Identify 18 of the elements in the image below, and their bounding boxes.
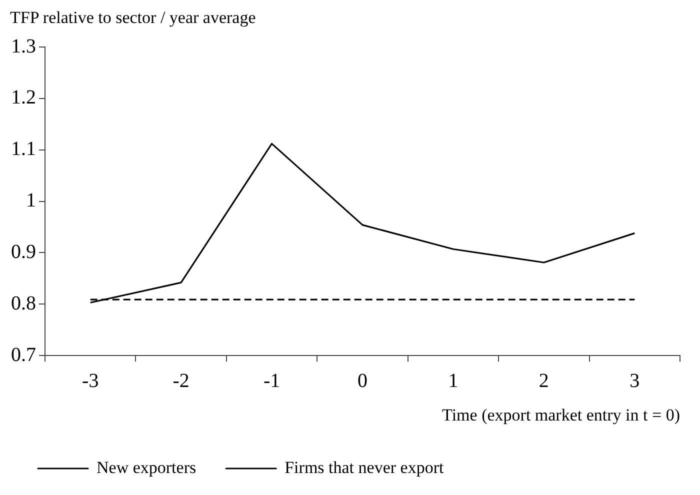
x-tick-label: 2 [538, 370, 549, 392]
x-tick-label: -3 [82, 370, 99, 392]
x-axis-title: Time (export market entry in t = 0) [442, 405, 680, 424]
y-axis-title: TFP relative to sector / year average [9, 8, 257, 29]
x-tick-label: 3 [630, 370, 640, 392]
y-tick-label: 0.7 [11, 344, 36, 366]
legend-label: New exporters [96, 458, 196, 477]
y-tick-label: 0.9 [11, 240, 36, 263]
y-tick-label: 0.8 [11, 292, 36, 314]
y-tick-label: 1.1 [11, 138, 36, 160]
y-tick-label: 1.3 [11, 35, 36, 58]
x-tick-label: -2 [172, 370, 190, 392]
y-tick-label: 1.2 [11, 86, 36, 109]
x-tick-label: 1 [448, 370, 458, 392]
legend-label: Firms that never export [284, 458, 444, 477]
x-tick-label: -1 [263, 370, 280, 392]
x-tick-label: 0 [358, 370, 368, 392]
y-tick-label: 1 [26, 190, 36, 212]
